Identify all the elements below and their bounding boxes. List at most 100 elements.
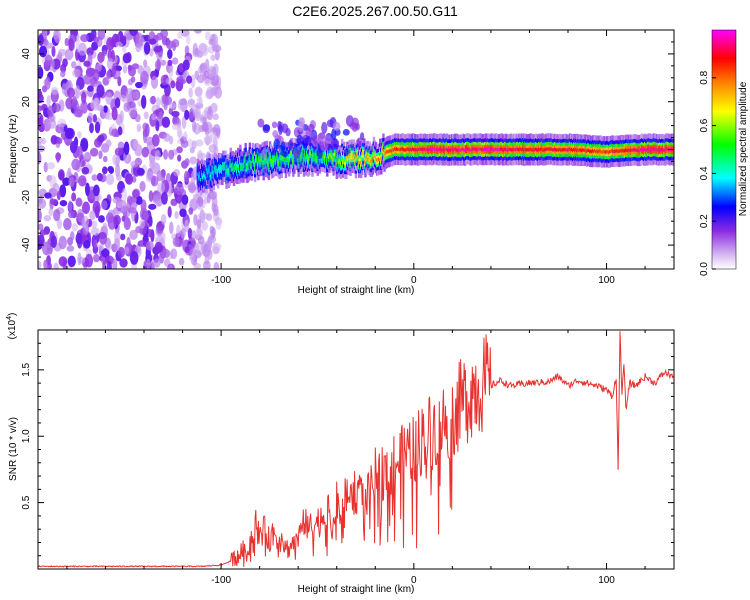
noise-blob bbox=[47, 105, 55, 118]
noise-blob bbox=[144, 123, 150, 137]
noise-blob bbox=[148, 190, 154, 202]
noise-blob bbox=[38, 145, 46, 153]
snr-plot-area bbox=[38, 330, 674, 569]
noise-blob bbox=[83, 60, 91, 67]
noise-blob bbox=[185, 34, 191, 45]
noise-blob bbox=[68, 37, 74, 51]
spectrogram-x-ticks: -100 0 100 bbox=[66, 30, 646, 286]
noise-blob bbox=[81, 160, 86, 167]
ridge-blob bbox=[271, 121, 278, 129]
noise-blob bbox=[38, 194, 43, 205]
noise-blob bbox=[77, 175, 87, 187]
noise-blob bbox=[90, 227, 100, 236]
noise-blob bbox=[135, 195, 143, 205]
noise-blob bbox=[160, 231, 166, 244]
noise-blob bbox=[75, 85, 81, 99]
noise-blob bbox=[124, 216, 130, 227]
spectrogram-x-tick-label: -100 bbox=[211, 275, 231, 286]
noise-blob bbox=[105, 112, 114, 121]
noise-blob bbox=[187, 99, 196, 109]
ridge-blob bbox=[330, 137, 339, 150]
noise-blob bbox=[211, 242, 219, 255]
noise-blob bbox=[128, 66, 137, 77]
noise-blob bbox=[201, 121, 209, 133]
noise-blob bbox=[49, 198, 58, 205]
noise-blob bbox=[80, 102, 86, 111]
noise-blob bbox=[149, 96, 157, 105]
noise-blob bbox=[122, 53, 131, 64]
noise-blob bbox=[168, 65, 174, 78]
noise-blob bbox=[135, 32, 144, 47]
ridge-blob bbox=[293, 148, 301, 159]
noise-blob bbox=[117, 246, 125, 258]
noise-blob bbox=[111, 128, 119, 138]
noise-blob bbox=[83, 74, 92, 85]
spectrogram-y-ticks: -40 -20 0 20 40 bbox=[21, 29, 674, 270]
noise-blob bbox=[160, 191, 168, 205]
noise-blob bbox=[167, 59, 173, 66]
noise-blob bbox=[127, 207, 137, 214]
noise-blob bbox=[188, 207, 194, 215]
noise-blob bbox=[82, 152, 92, 160]
snr-y-tick-label: 0.5 bbox=[21, 495, 32, 509]
noise-blob bbox=[123, 102, 131, 112]
noise-blob bbox=[181, 115, 187, 130]
noise-blob bbox=[151, 134, 160, 147]
noise-blob bbox=[116, 174, 122, 182]
noise-blob bbox=[71, 61, 77, 69]
noise-blob bbox=[52, 183, 60, 194]
noise-blob bbox=[132, 90, 140, 100]
noise-blob bbox=[151, 113, 157, 121]
noise-blob bbox=[38, 234, 45, 247]
noise-blob bbox=[38, 150, 41, 164]
noise-blob bbox=[167, 48, 173, 60]
noise-blob bbox=[156, 32, 164, 41]
noise-blob bbox=[42, 30, 48, 40]
noise-blob bbox=[197, 152, 207, 160]
noise-blob bbox=[171, 57, 179, 65]
noise-blob bbox=[75, 197, 83, 207]
noise-blob bbox=[154, 59, 162, 71]
noise-blob bbox=[201, 221, 209, 231]
noise-blob bbox=[182, 59, 190, 71]
noise-blob bbox=[89, 147, 99, 157]
noise-blob bbox=[141, 146, 150, 158]
noise-blob bbox=[68, 176, 75, 188]
colorbar-ticks: 0.0 0.2 0.4 0.6 0.8 bbox=[699, 70, 716, 276]
noise-blob bbox=[209, 190, 218, 200]
noise-blob bbox=[61, 82, 67, 95]
noise-blob bbox=[53, 103, 61, 113]
spectrogram-y-tick-label: 40 bbox=[21, 48, 32, 60]
noise-blob bbox=[177, 31, 183, 40]
noise-blob bbox=[47, 262, 52, 269]
noise-blob bbox=[188, 87, 193, 98]
noise-blob bbox=[125, 173, 134, 185]
noise-blob bbox=[196, 219, 202, 229]
noise-blob bbox=[44, 192, 52, 199]
noise-blob bbox=[122, 45, 127, 53]
spectrogram-y-label: Frequency (Hz) bbox=[8, 115, 19, 184]
noise-blob bbox=[204, 255, 210, 265]
noise-blob bbox=[71, 192, 77, 202]
ridge-blob bbox=[271, 147, 276, 156]
noise-blob bbox=[56, 190, 61, 201]
noise-blob bbox=[150, 175, 159, 187]
noise-blob bbox=[87, 85, 94, 92]
spectrogram-x-tick-label: 100 bbox=[598, 275, 615, 286]
noise-blob bbox=[170, 80, 176, 89]
noise-blob bbox=[50, 235, 57, 248]
noise-blob bbox=[119, 35, 127, 44]
noise-blob bbox=[62, 58, 68, 68]
noise-blob bbox=[150, 75, 159, 89]
noise-blob bbox=[177, 154, 182, 162]
noise-blob bbox=[90, 220, 98, 229]
noise-blob bbox=[208, 144, 217, 153]
noise-blob bbox=[143, 111, 149, 120]
noise-blob bbox=[112, 258, 118, 269]
noise-blob bbox=[184, 109, 190, 121]
noise-blob bbox=[71, 223, 78, 232]
noise-blob bbox=[105, 212, 114, 224]
noise-blob bbox=[145, 240, 154, 251]
noise-blob bbox=[75, 38, 81, 53]
noise-blob bbox=[172, 41, 177, 52]
